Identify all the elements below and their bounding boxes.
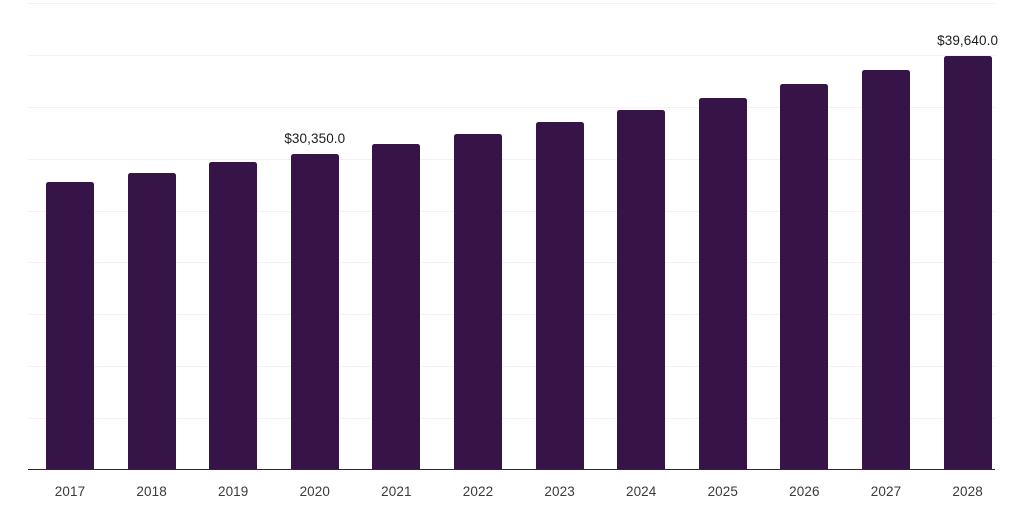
gridline <box>28 418 995 419</box>
bar-2017[interactable] <box>46 182 94 470</box>
x-tick-2018: 2018 <box>136 484 167 499</box>
bar-2023[interactable] <box>535 122 584 470</box>
x-tick-2019: 2019 <box>217 484 249 499</box>
gridline <box>28 314 995 315</box>
x-axis-line <box>28 469 995 471</box>
gridline <box>28 55 995 56</box>
x-tick-2020: 2020 <box>299 484 331 499</box>
x-tick-2023: 2023 <box>544 484 575 499</box>
x-tick-2028: 2028 <box>952 484 983 499</box>
gridline <box>28 262 995 263</box>
gridline <box>28 366 995 367</box>
x-tick-2026: 2026 <box>789 484 820 499</box>
plot-area: $30,350.0 $39,640.0 <box>28 3 999 471</box>
bar-2019[interactable] <box>209 162 258 470</box>
bar-2018[interactable] <box>127 173 176 470</box>
bar-2027[interactable] <box>862 70 910 470</box>
bar-2025[interactable] <box>698 98 747 470</box>
x-tick-2022: 2022 <box>462 484 494 499</box>
x-tick-2027: 2027 <box>870 484 902 499</box>
x-tick-2021: 2021 <box>381 484 412 499</box>
gridline <box>28 159 995 160</box>
x-tick-2024: 2024 <box>625 484 657 499</box>
bar-value-label-2020: $30,350.0 <box>284 131 346 146</box>
gridline <box>28 107 995 108</box>
x-tick-2017: 2017 <box>54 484 86 499</box>
bar-2028[interactable] <box>943 56 992 470</box>
gridline <box>28 211 995 212</box>
x-tick-2025: 2025 <box>707 484 739 499</box>
x-axis-tick-labels: 2017 2018 2019 2020 2021 2022 2023 2024 2025 2026… <box>0 470 1024 512</box>
bar-2022[interactable] <box>454 134 502 470</box>
bar-2024[interactable] <box>617 110 666 470</box>
bar-2020[interactable] <box>290 154 339 470</box>
bar-2021[interactable] <box>372 144 421 470</box>
bar-2026[interactable] <box>780 84 829 470</box>
bar-value-label-2028: $39,640.0 <box>937 33 999 48</box>
gridline <box>28 3 995 4</box>
